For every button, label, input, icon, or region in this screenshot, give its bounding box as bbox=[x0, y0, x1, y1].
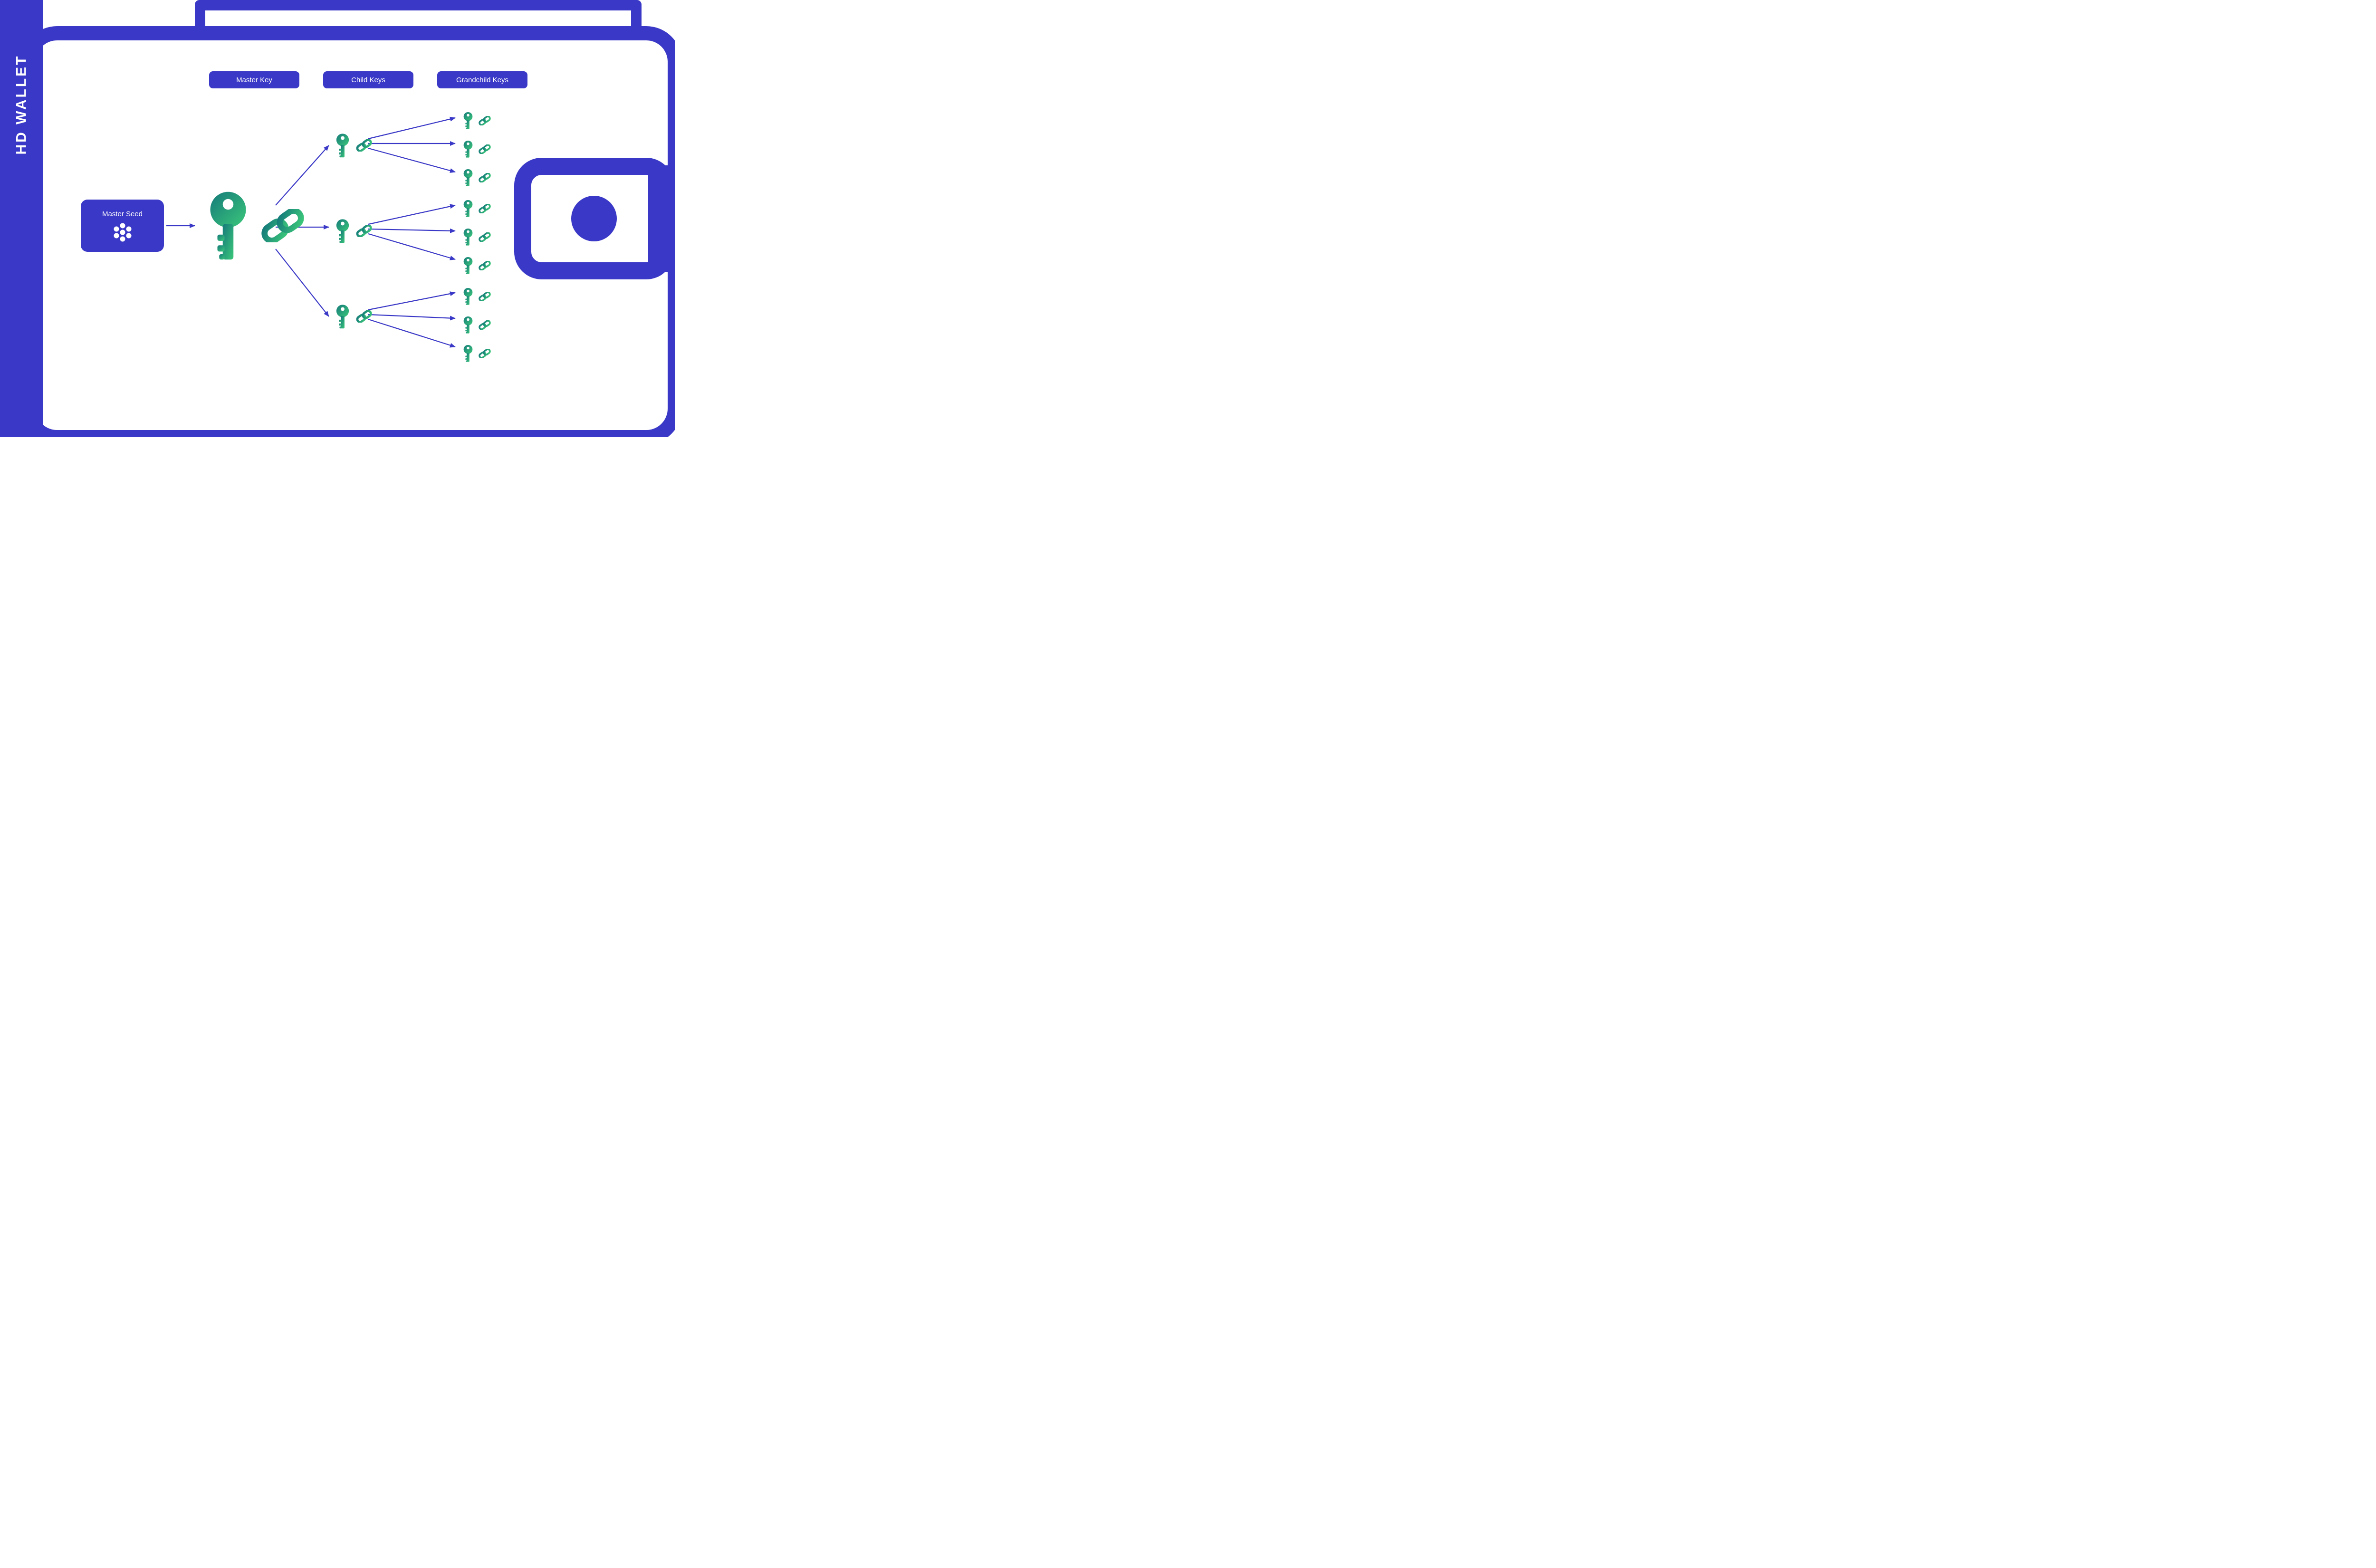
pill-label: Child Keys bbox=[351, 76, 385, 84]
chain-link-icon bbox=[259, 209, 306, 242]
child-key-node bbox=[333, 133, 373, 158]
key-icon bbox=[461, 257, 475, 275]
pill-label: Grandchild Keys bbox=[456, 76, 508, 84]
chain-link-icon bbox=[478, 116, 491, 125]
chain-link-icon bbox=[478, 349, 491, 358]
grandchild-key-node bbox=[461, 112, 491, 130]
child-key-node bbox=[333, 219, 373, 244]
key-icon bbox=[333, 219, 353, 244]
master-seed-box: Master Seed bbox=[81, 200, 164, 252]
chain-link-icon bbox=[478, 204, 491, 213]
grandchild-key-node bbox=[461, 200, 491, 218]
key-icon bbox=[461, 200, 475, 218]
key-icon bbox=[461, 112, 475, 130]
grandchild-key-node bbox=[461, 169, 491, 187]
grandchild-key-node bbox=[461, 228, 491, 246]
master-key-pill: Master Key bbox=[209, 71, 299, 88]
chain-link-icon bbox=[478, 144, 491, 154]
chain-link-icon bbox=[355, 310, 373, 323]
key-icon bbox=[200, 190, 257, 261]
key-icon bbox=[461, 316, 475, 334]
grandchild-key-node bbox=[461, 287, 491, 306]
chain-link-icon bbox=[478, 261, 491, 270]
child-key-node bbox=[333, 304, 373, 329]
key-icon bbox=[333, 133, 353, 158]
master-key-node bbox=[200, 190, 306, 261]
chain-link-icon bbox=[478, 320, 491, 330]
key-icon bbox=[461, 140, 475, 158]
grandchild-key-node bbox=[461, 257, 491, 275]
key-icon bbox=[333, 304, 353, 329]
grandchild-key-node bbox=[461, 316, 491, 334]
chain-link-icon bbox=[355, 225, 373, 237]
grandchild-key-node bbox=[461, 140, 491, 158]
chain-link-icon bbox=[478, 232, 491, 242]
key-icon bbox=[461, 169, 475, 187]
grandchild-keys-pill: Grandchild Keys bbox=[437, 71, 527, 88]
chain-link-icon bbox=[478, 292, 491, 301]
hd-wallet-title: HD WALLET bbox=[0, 0, 43, 209]
pill-label: Master Key bbox=[236, 76, 272, 84]
master-seed-label: Master Seed bbox=[102, 210, 143, 218]
chain-link-icon bbox=[355, 139, 373, 152]
seed-dots-icon bbox=[111, 223, 134, 242]
grandchild-key-node bbox=[461, 344, 491, 363]
chain-link-icon bbox=[478, 173, 491, 182]
child-keys-pill: Child Keys bbox=[323, 71, 413, 88]
key-icon bbox=[461, 287, 475, 306]
key-icon bbox=[461, 344, 475, 363]
hd-wallet-title-text: HD WALLET bbox=[13, 55, 29, 155]
key-icon bbox=[461, 228, 475, 246]
